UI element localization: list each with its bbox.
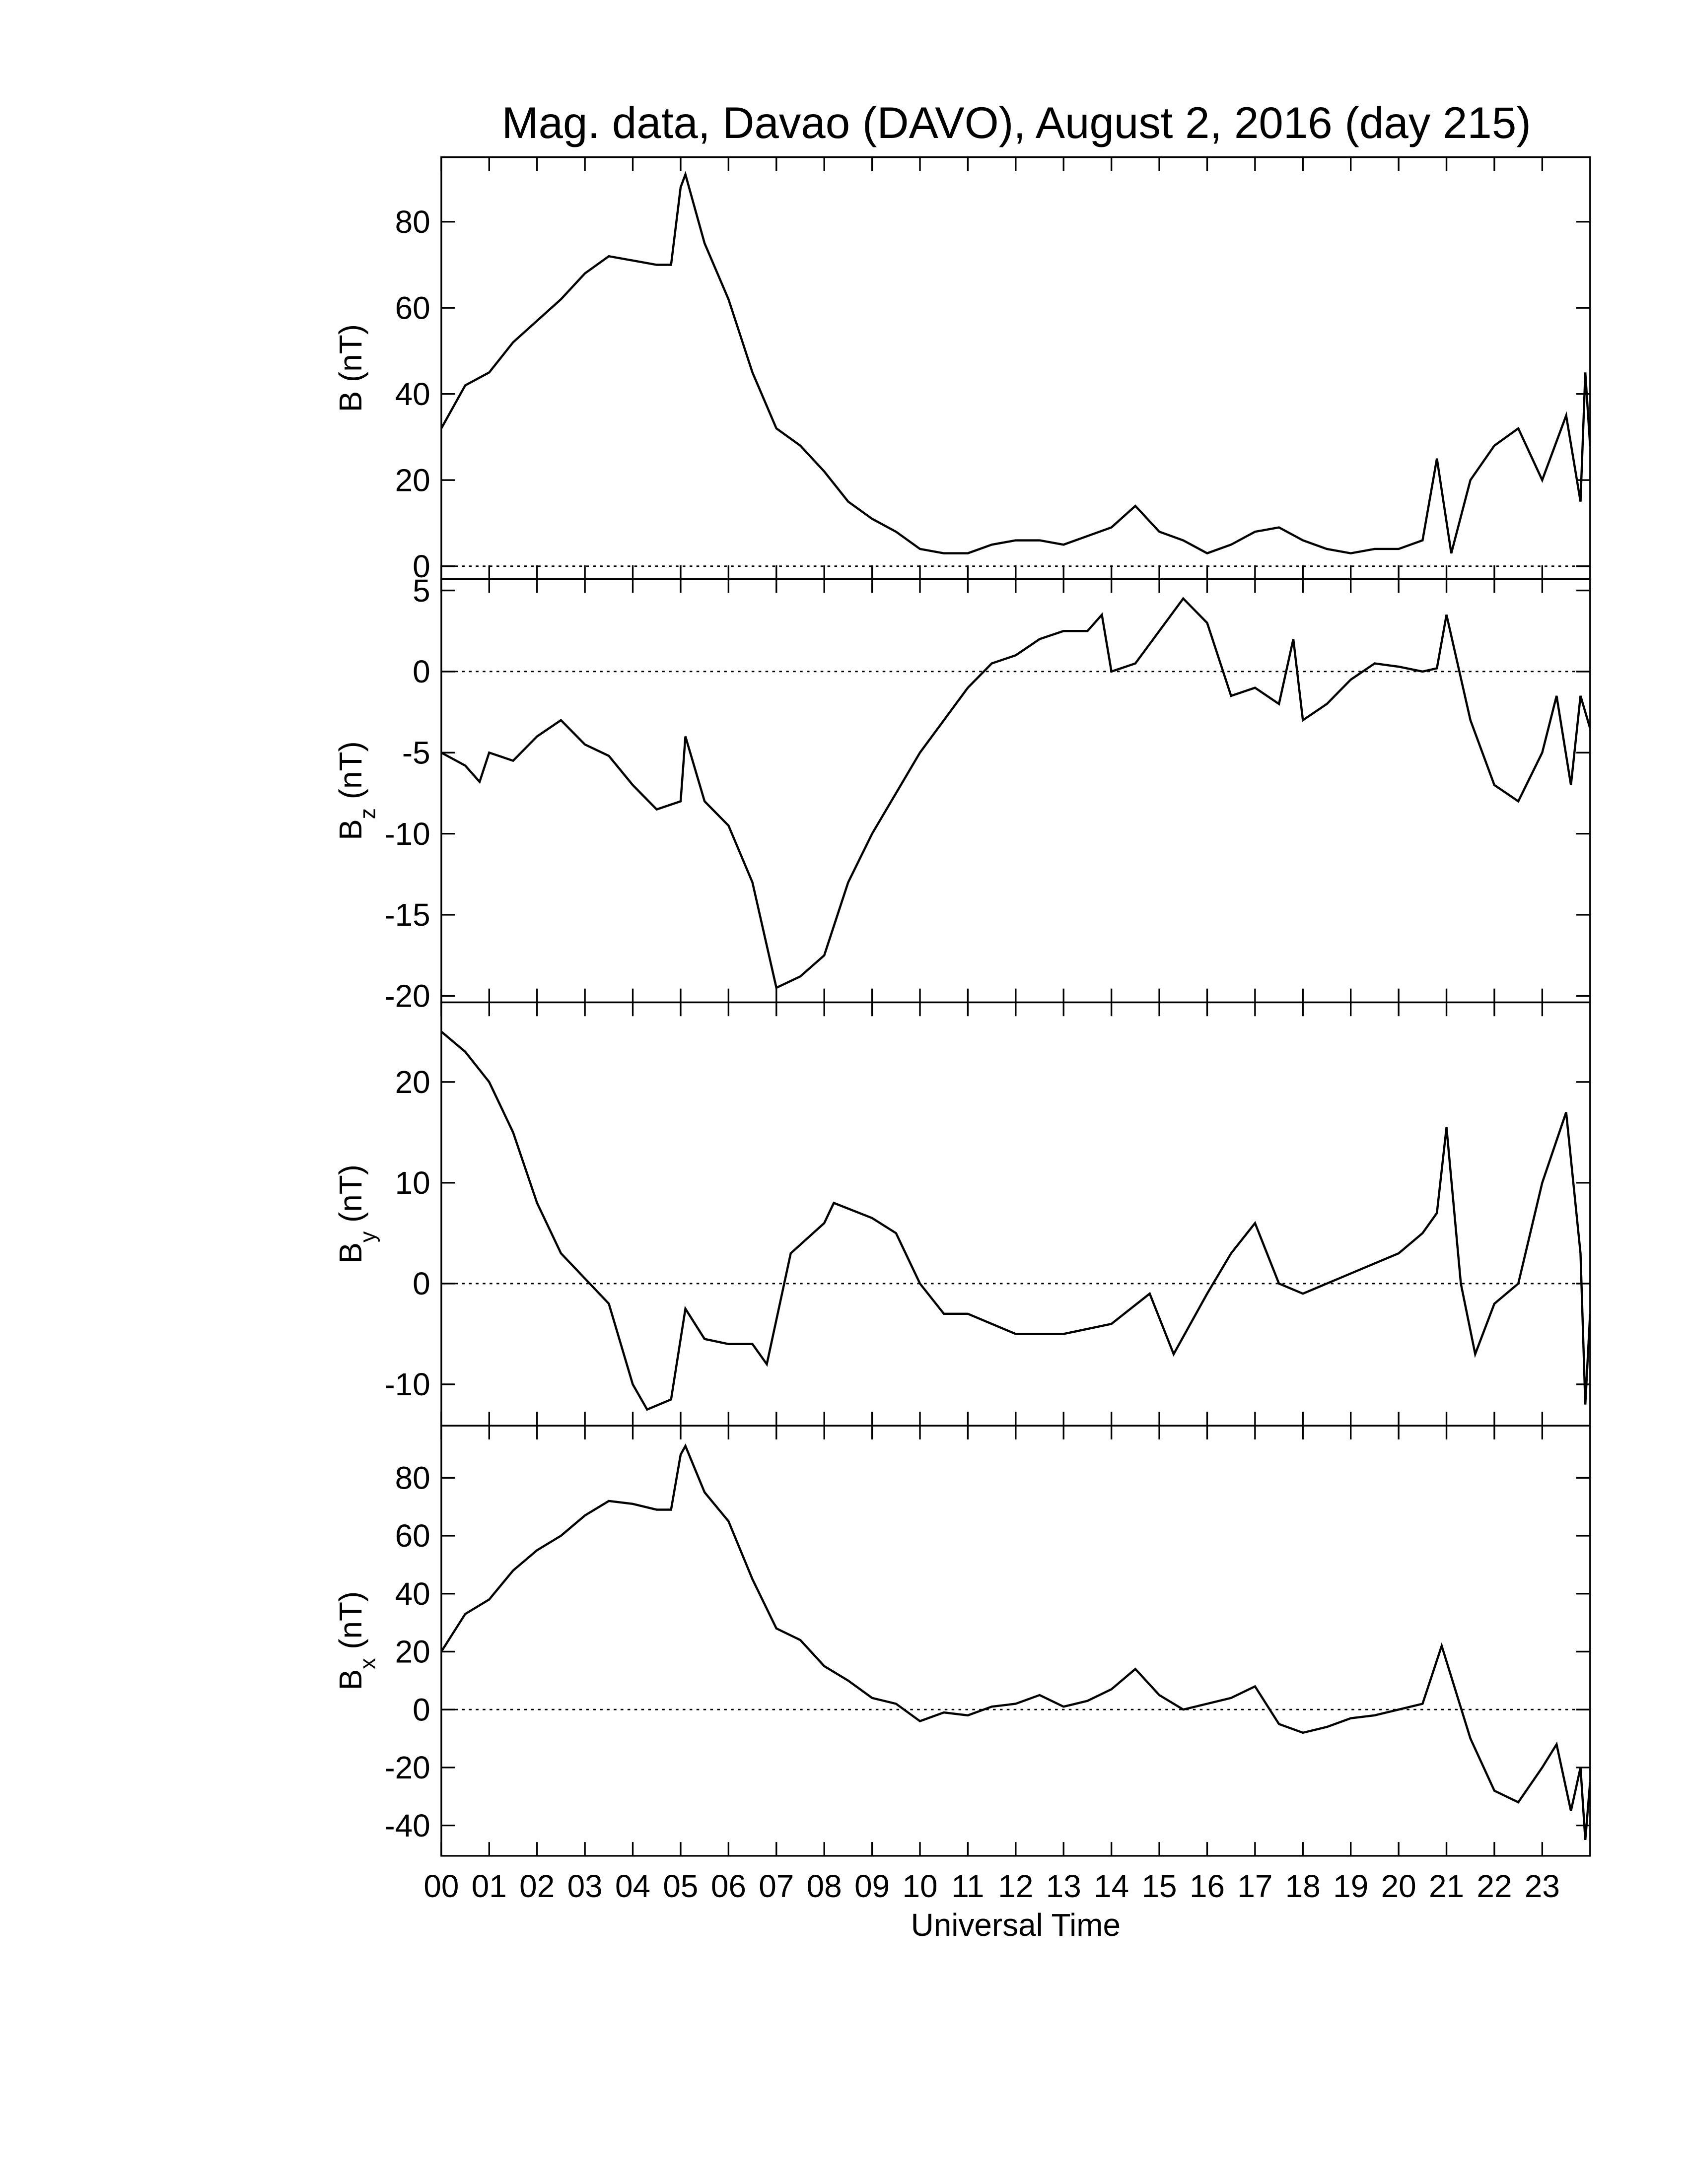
y-label-base: B [333, 819, 368, 840]
y-tick-label: 0 [413, 548, 430, 584]
y-tick-label: 80 [395, 204, 430, 240]
x-tick-label: 06 [711, 1868, 746, 1904]
y-axis-label: Bx (nT) [333, 1591, 380, 1691]
y-tick-label: 10 [395, 1165, 430, 1201]
y-tick-label: 60 [395, 1518, 430, 1554]
y-tick-label: 80 [395, 1460, 430, 1496]
x-axis-label: Universal Time [911, 1907, 1121, 1943]
y-label-space [333, 1649, 368, 1658]
y-label-sub: x [356, 1658, 380, 1669]
x-tick-label: 00 [423, 1868, 459, 1904]
x-tick-label: 15 [1142, 1868, 1177, 1904]
y-label-space [333, 382, 368, 391]
y-tick-label: 20 [395, 1064, 430, 1100]
panel-frame [440, 156, 1591, 580]
x-tick-label: 23 [1525, 1868, 1560, 1904]
plot-area [441, 1443, 1590, 1840]
y-label-unit: (nT) [333, 741, 368, 799]
y-tick-label: 40 [395, 376, 430, 412]
data-line [441, 597, 1590, 990]
y-label-sub: z [356, 808, 380, 819]
y-label-space [333, 1223, 368, 1231]
y-tick-label: -20 [384, 1750, 430, 1785]
y-label-unit: (nT) [333, 1164, 368, 1223]
y-label-sub: y [356, 1231, 380, 1242]
y-tick-label: 0 [413, 1692, 430, 1727]
panel-frame [440, 578, 1591, 1004]
y-axis-label: Bz (nT) [333, 741, 380, 840]
panel-frame [440, 1001, 1591, 1427]
y-label-unit: (nT) [333, 1591, 368, 1649]
x-tick-label: 17 [1237, 1868, 1272, 1904]
y-tick-label: 0 [413, 654, 430, 689]
plot-area [441, 597, 1590, 990]
x-tick-label: 16 [1190, 1868, 1225, 1904]
y-tick-label: 5 [413, 573, 430, 609]
x-tick-label: 04 [615, 1868, 650, 1904]
chart-title: Mag. data, Davao (DAVO), August 2, 2016 … [502, 98, 1531, 147]
x-tick-label: 20 [1381, 1868, 1416, 1904]
y-label-unit: (nT) [333, 324, 368, 382]
x-tick-label: 18 [1285, 1868, 1321, 1904]
y-tick-label: 20 [395, 462, 430, 498]
x-tick-label: 13 [1046, 1868, 1081, 1904]
plot-area [441, 171, 1590, 555]
x-tick-label: 05 [663, 1868, 698, 1904]
y-label-base: B [333, 1669, 368, 1691]
y-tick-label: -10 [384, 1366, 430, 1402]
y-tick-label: -10 [384, 816, 430, 852]
plot-area [441, 1030, 1590, 1411]
x-tick-label: 02 [519, 1868, 555, 1904]
y-tick-label: 40 [395, 1576, 430, 1612]
x-tick-label: 01 [472, 1868, 507, 1904]
y-label-space [333, 799, 368, 808]
x-tick-label: 12 [998, 1868, 1033, 1904]
y-label-base: B [333, 391, 368, 412]
x-tick-label: 19 [1333, 1868, 1368, 1904]
x-tick-label: 14 [1094, 1868, 1129, 1904]
y-axis-label: B (nT) [333, 324, 368, 412]
x-tick-label: 11 [951, 1868, 984, 1904]
data-line [441, 1030, 1590, 1411]
x-tick-label: 21 [1429, 1868, 1464, 1904]
x-tick-label: 07 [759, 1868, 794, 1904]
y-tick-label: 20 [395, 1634, 430, 1670]
x-tick-label: 22 [1477, 1868, 1512, 1904]
y-tick-label: -5 [402, 735, 430, 770]
y-tick-label: -20 [384, 978, 430, 1014]
x-tick-label: 10 [902, 1868, 937, 1904]
panel-frame [440, 1425, 1591, 1857]
y-tick-label: -15 [384, 897, 430, 933]
y-axis-label: By (nT) [333, 1164, 380, 1264]
x-tick-label: 03 [567, 1868, 603, 1904]
data-line [441, 171, 1590, 555]
y-label-base: B [333, 1242, 368, 1264]
y-tick-label: 0 [413, 1266, 430, 1301]
x-tick-label: 08 [807, 1868, 842, 1904]
y-tick-label: 60 [395, 290, 430, 326]
x-tick-label: 09 [854, 1868, 890, 1904]
y-tick-label: -40 [384, 1808, 430, 1843]
data-line [441, 1443, 1590, 1840]
